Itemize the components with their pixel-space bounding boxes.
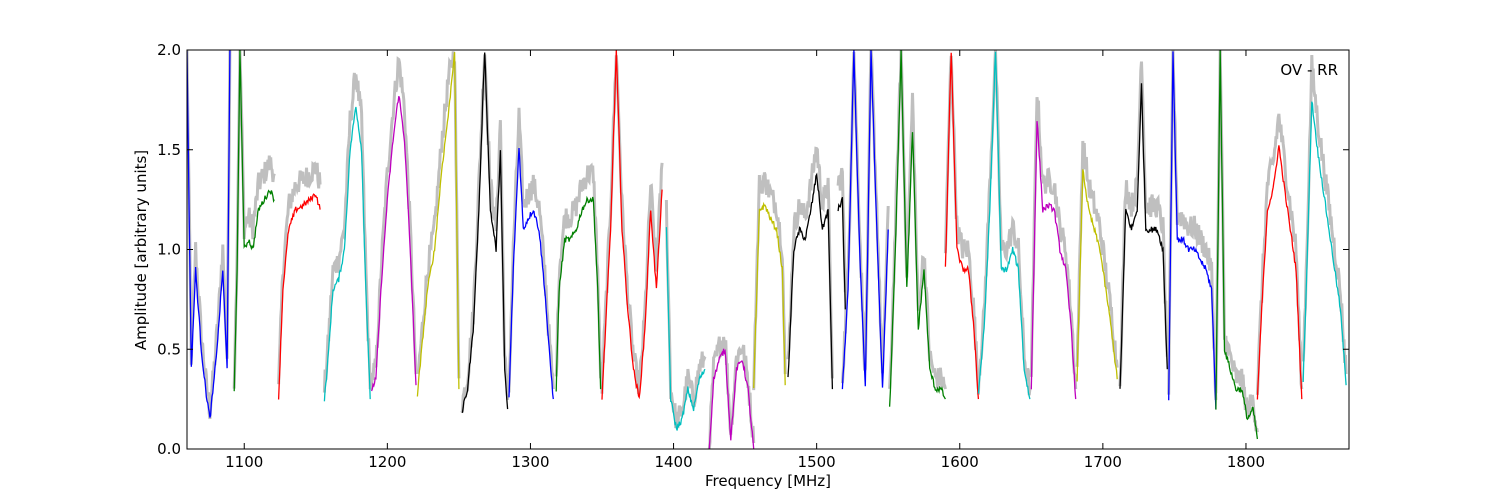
series-line-7 (461, 52, 509, 414)
series-line-15 (837, 196, 846, 310)
series-line-1 (187, 50, 231, 418)
x-tick-label: 1600 (941, 453, 979, 471)
plot-annotation: OV - RR (1280, 61, 1338, 79)
series-line-18 (944, 52, 980, 400)
y-tick-label: 0.5 (157, 340, 181, 358)
background-trace-segment (554, 162, 603, 379)
series-layer (187, 50, 1347, 449)
background-trace-segment (752, 172, 787, 391)
background-trace-segment (976, 50, 1032, 396)
y-tick-label: 0.0 (157, 440, 181, 458)
y-axis-label: Amplitude [arbitrary units] (132, 150, 150, 350)
background-trace-segment (187, 50, 232, 420)
series-line-4 (323, 106, 371, 402)
series-line-26 (1302, 101, 1347, 386)
series-line-6 (416, 52, 460, 397)
background-trace-segment (1301, 54, 1348, 375)
series-line-9 (555, 195, 602, 392)
background-trace-segment (786, 146, 834, 379)
series-line-17 (888, 50, 946, 407)
y-tick-label: 1.5 (157, 141, 181, 159)
background-trace-segment (1255, 113, 1304, 395)
series-line-16 (841, 50, 889, 390)
series-line-12 (708, 348, 755, 449)
background-trace-segment (370, 56, 418, 390)
background-trace-segment (507, 107, 555, 393)
series-line-13 (753, 201, 786, 389)
series-line-5 (370, 95, 417, 392)
x-tick-label: 1800 (1227, 453, 1265, 471)
x-tick-label: 1200 (368, 453, 406, 471)
y-tick-label: 2.0 (157, 41, 181, 59)
series-line-14 (787, 172, 834, 390)
series-line-21 (1076, 169, 1118, 382)
series-line-3 (277, 193, 321, 400)
background-trace-segment (1029, 96, 1078, 390)
series-line-24 (1215, 50, 1259, 440)
series-line-11 (665, 227, 706, 431)
series-line-22 (1119, 83, 1168, 389)
series-line-2 (233, 50, 275, 392)
y-tick-label: 1.0 (157, 241, 181, 259)
background-trace-segment (1118, 61, 1169, 387)
x-tick-label: 1300 (511, 453, 549, 471)
series-line-8 (508, 147, 554, 400)
x-tick-label: 1500 (798, 453, 836, 471)
background-trace-segment (277, 160, 322, 385)
x-tick-label: 1100 (225, 453, 263, 471)
x-tick-label: 1700 (1084, 453, 1122, 471)
series-line-20 (1030, 121, 1077, 400)
background-trace-segment (322, 72, 372, 393)
ticks: 1100 1200 1300 1400 1500 1600 1700 1800 0.0 0.5 1.… (157, 41, 1349, 471)
background-trace-segment (707, 336, 756, 449)
x-axis-label: Frequency [MHz] (705, 472, 831, 490)
background-trace-segment (836, 167, 847, 293)
background-trace-segment (1075, 140, 1119, 368)
series-line-19 (977, 51, 1031, 400)
series-line-23 (1168, 51, 1217, 410)
series-line-25 (1256, 145, 1303, 400)
x-tick-label: 1400 (654, 453, 692, 471)
series-line-10 (601, 50, 663, 400)
